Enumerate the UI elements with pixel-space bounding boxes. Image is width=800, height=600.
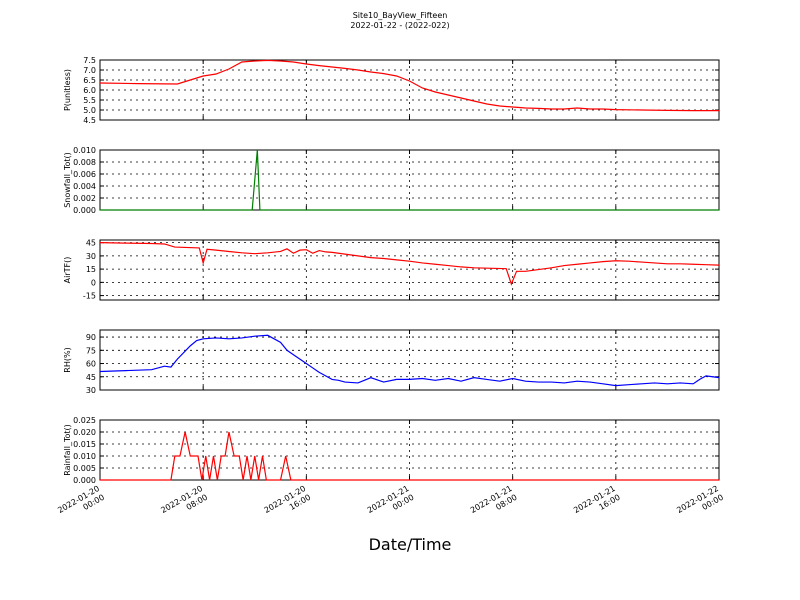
panel-0-ylabel: P(unitless) [63, 69, 72, 111]
panel-3-ylabel: RH(%) [63, 347, 72, 372]
panel-2-series-line [99, 242, 720, 286]
panel-2-ylabel: AirTF() [63, 257, 72, 284]
x-tick-label: 2022-01-2016:00 [263, 484, 313, 524]
panel-1-ytick-label: 0.008 [73, 158, 96, 167]
panel-1-ytick-label: 0.000 [73, 206, 96, 215]
panel-4-ytick-label: 0.025 [73, 416, 96, 425]
panel-4-ylabel: Rainfall_Tot() [63, 424, 72, 476]
panel-3-ytick-label: 60 [86, 360, 96, 369]
chart-title: Site10_BayView_Fifteen [352, 11, 448, 20]
panel-0-ytick-label: 6.5 [83, 76, 96, 85]
panel-0-series-line [99, 59, 719, 112]
panel-4-ytick-label: 0.005 [73, 464, 96, 473]
panel-0-ytick-label: 7.5 [83, 56, 96, 65]
panel-0-ytick-label: 5.0 [83, 106, 96, 115]
panel-1-ytick-label: 0.002 [73, 194, 96, 203]
panel-4-ytick-label: 0.000 [73, 476, 96, 485]
panel-1-ytick-label: 0.006 [73, 170, 96, 179]
panel-4-ytick-label: 0.010 [73, 452, 96, 461]
x-tick-label: 2022-01-2008:00 [159, 484, 209, 524]
panel-0-ytick-label: 7.0 [83, 66, 96, 75]
panel-1-ytick-label: 0.010 [73, 146, 96, 155]
x-tick-label: 2022-01-2116:00 [572, 484, 622, 524]
x-tick-label: 2022-01-2100:00 [366, 484, 416, 524]
panel-1-ytick-label: 0.004 [73, 182, 96, 191]
x-tick-label: 2022-01-2000:00 [56, 484, 106, 524]
panel-0-ytick-label: 4.5 [83, 116, 96, 125]
panel-4-ytick-label: 0.015 [73, 440, 96, 449]
x-tick-label: 2022-01-2108:00 [469, 484, 519, 524]
panel-1-ylabel: Snowfall_Tot() [63, 152, 72, 208]
panel-3-ytick-label: 45 [86, 373, 96, 382]
panel-3-ytick-label: 90 [86, 333, 96, 342]
x-axis-label: Date/Time [369, 535, 452, 554]
panel-2-ytick-label: -15 [83, 292, 96, 301]
chart-subtitle: 2022-01-22 - (2022-022) [350, 21, 450, 30]
panel-4-ytick-label: 0.020 [73, 428, 96, 437]
x-tick-label: 2022-01-2200:00 [675, 484, 725, 524]
panel-2-ytick-label: 45 [86, 239, 96, 248]
panel-4-series-line [100, 431, 719, 481]
panel-2-ytick-label: 15 [86, 265, 96, 274]
panel-2-ytick-label: 0 [91, 278, 96, 287]
panel-3-series-line [99, 334, 720, 387]
panel-1-series-line [100, 149, 719, 211]
panel-2-ytick-label: 30 [86, 252, 96, 261]
panel-0-ytick-label: 5.5 [83, 96, 96, 105]
panel-3-ytick-label: 30 [86, 386, 96, 395]
panel-0-ytick-label: 6.0 [83, 86, 96, 95]
panel-3-ytick-label: 75 [86, 346, 96, 355]
